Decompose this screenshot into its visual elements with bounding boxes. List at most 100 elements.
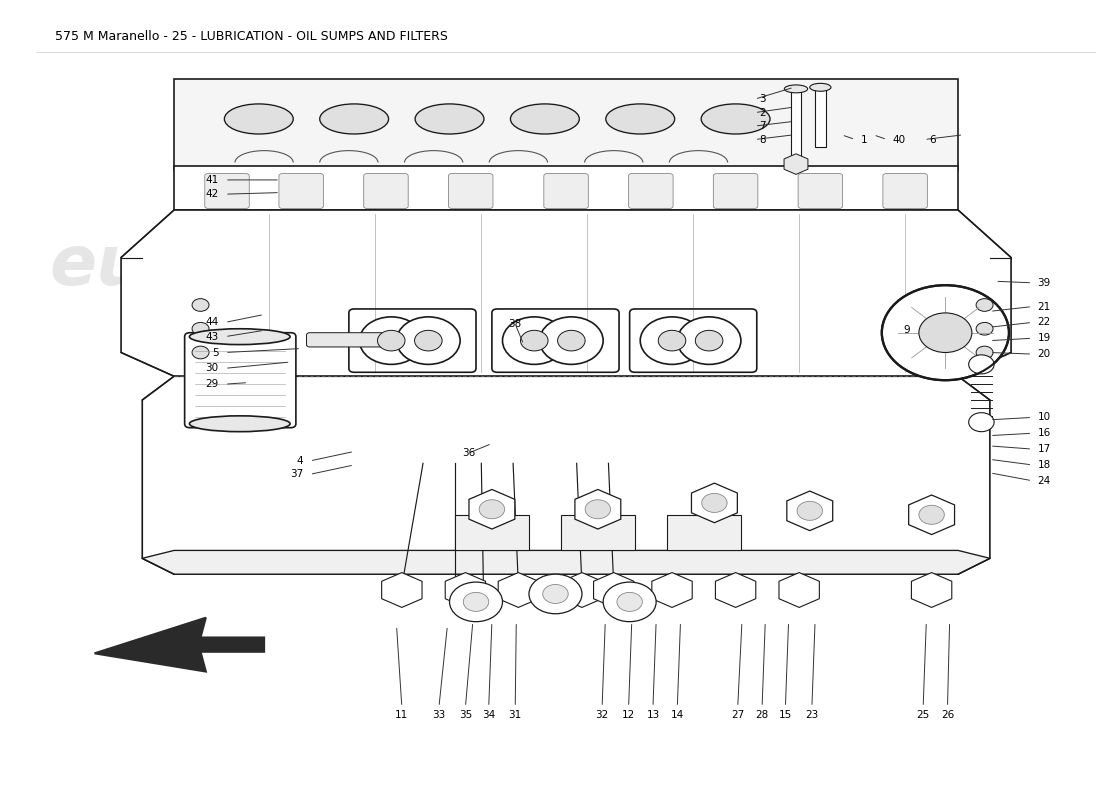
Text: 27: 27 <box>732 710 745 720</box>
FancyBboxPatch shape <box>279 174 323 209</box>
Circle shape <box>702 494 727 513</box>
Text: 20: 20 <box>1037 349 1050 359</box>
Text: 35: 35 <box>459 710 472 720</box>
Text: 37: 37 <box>290 470 304 479</box>
Text: 24: 24 <box>1037 476 1050 486</box>
Circle shape <box>798 502 823 520</box>
Circle shape <box>503 317 566 364</box>
Circle shape <box>617 592 642 611</box>
Text: eurospares: eurospares <box>537 232 977 299</box>
Circle shape <box>585 500 611 518</box>
Text: 17: 17 <box>1037 444 1050 454</box>
Text: 30: 30 <box>206 363 219 374</box>
Text: 26: 26 <box>940 710 954 720</box>
Text: 28: 28 <box>756 710 769 720</box>
Circle shape <box>192 322 209 335</box>
FancyBboxPatch shape <box>364 174 408 209</box>
Text: 39: 39 <box>1037 278 1050 288</box>
FancyBboxPatch shape <box>454 514 529 550</box>
Text: 1: 1 <box>860 134 867 145</box>
Ellipse shape <box>320 104 388 134</box>
Text: 19: 19 <box>1037 334 1050 343</box>
Polygon shape <box>121 210 1011 376</box>
FancyBboxPatch shape <box>791 89 801 164</box>
FancyBboxPatch shape <box>543 174 588 209</box>
Circle shape <box>529 574 582 614</box>
Text: 14: 14 <box>671 710 684 720</box>
Text: 38: 38 <box>508 319 521 329</box>
Text: 5: 5 <box>212 347 219 358</box>
Circle shape <box>542 585 569 603</box>
Ellipse shape <box>415 104 484 134</box>
FancyBboxPatch shape <box>815 87 826 146</box>
Text: 44: 44 <box>206 318 219 327</box>
Circle shape <box>377 330 405 351</box>
FancyBboxPatch shape <box>799 174 843 209</box>
Circle shape <box>192 346 209 359</box>
Circle shape <box>976 298 993 311</box>
Text: 11: 11 <box>395 710 408 720</box>
Ellipse shape <box>701 104 770 134</box>
Text: 22: 22 <box>1037 318 1050 327</box>
Ellipse shape <box>224 104 294 134</box>
FancyBboxPatch shape <box>561 514 635 550</box>
Text: 41: 41 <box>206 175 219 185</box>
Text: 13: 13 <box>647 710 660 720</box>
Text: 31: 31 <box>508 710 521 720</box>
Text: 21: 21 <box>1037 302 1050 311</box>
Circle shape <box>882 286 1009 380</box>
Text: 10: 10 <box>1037 413 1050 422</box>
FancyBboxPatch shape <box>205 174 250 209</box>
Text: eurospares: eurospares <box>50 232 490 299</box>
Circle shape <box>520 330 548 351</box>
Circle shape <box>658 330 685 351</box>
Polygon shape <box>142 550 990 574</box>
Circle shape <box>450 582 503 622</box>
Text: 43: 43 <box>206 332 219 342</box>
Text: 34: 34 <box>482 710 495 720</box>
Circle shape <box>969 413 994 432</box>
Circle shape <box>480 500 505 518</box>
Circle shape <box>976 322 993 335</box>
FancyBboxPatch shape <box>449 174 493 209</box>
FancyBboxPatch shape <box>174 166 958 210</box>
Circle shape <box>463 592 488 611</box>
Text: 12: 12 <box>621 710 635 720</box>
Circle shape <box>415 330 442 351</box>
FancyBboxPatch shape <box>667 514 741 550</box>
Circle shape <box>918 506 944 524</box>
Text: 2: 2 <box>759 108 766 118</box>
Text: 36: 36 <box>462 448 475 458</box>
Ellipse shape <box>510 104 580 134</box>
FancyBboxPatch shape <box>185 333 296 428</box>
Circle shape <box>640 317 704 364</box>
Circle shape <box>360 317 424 364</box>
Circle shape <box>540 317 603 364</box>
Ellipse shape <box>810 83 830 91</box>
Text: 3: 3 <box>759 94 766 104</box>
Text: 15: 15 <box>779 710 792 720</box>
FancyBboxPatch shape <box>628 174 673 209</box>
Text: 7: 7 <box>759 121 766 131</box>
FancyBboxPatch shape <box>174 79 958 170</box>
Circle shape <box>969 355 994 374</box>
Circle shape <box>192 298 209 311</box>
Text: 9: 9 <box>903 326 910 335</box>
Text: 575 M Maranello - 25 - LUBRICATION - OIL SUMPS AND FILTERS: 575 M Maranello - 25 - LUBRICATION - OIL… <box>55 30 449 42</box>
Circle shape <box>918 313 972 353</box>
Text: 40: 40 <box>892 134 905 145</box>
Text: 6: 6 <box>930 134 936 145</box>
Text: 16: 16 <box>1037 428 1050 438</box>
Ellipse shape <box>784 85 807 93</box>
Polygon shape <box>142 376 990 574</box>
Circle shape <box>678 317 741 364</box>
Text: 8: 8 <box>759 134 766 145</box>
Ellipse shape <box>606 104 674 134</box>
Circle shape <box>603 582 656 622</box>
Text: 33: 33 <box>432 710 446 720</box>
Circle shape <box>976 346 993 359</box>
Text: 32: 32 <box>595 710 608 720</box>
FancyBboxPatch shape <box>713 174 758 209</box>
Circle shape <box>558 330 585 351</box>
Polygon shape <box>95 618 264 671</box>
